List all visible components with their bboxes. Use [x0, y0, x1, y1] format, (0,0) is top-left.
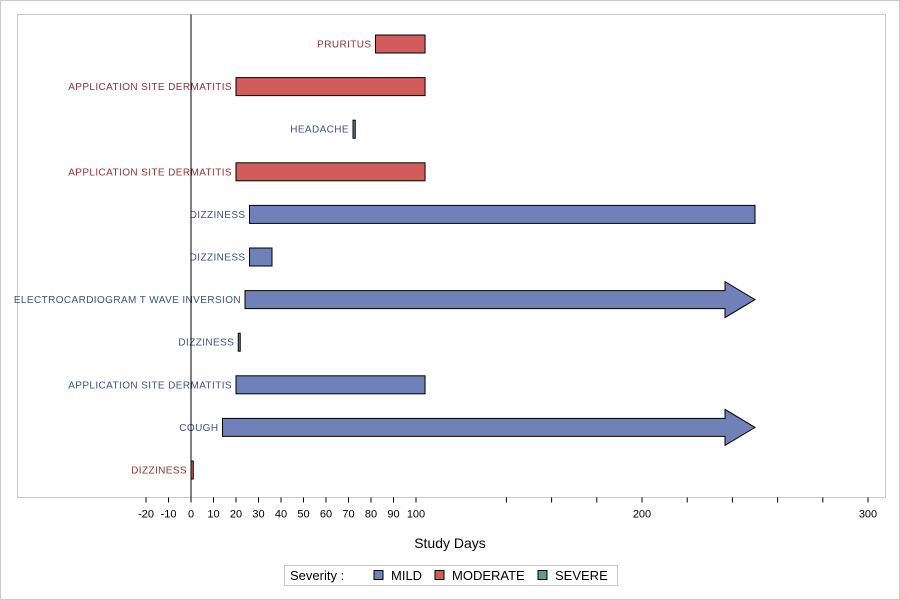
x-tick-label: 0 — [188, 509, 194, 521]
x-tick-label: 70 — [342, 509, 354, 521]
x-tick-label: 60 — [320, 509, 332, 521]
legend-item-label: SEVERE — [555, 568, 608, 583]
event-bar — [249, 247, 273, 267]
x-tick-label: 200 — [633, 509, 651, 521]
event-bar — [235, 375, 426, 395]
event-label: DIZZINESS — [131, 466, 187, 477]
legend-swatch — [434, 570, 445, 580]
event-bar — [237, 332, 241, 352]
legend-swatch — [373, 570, 384, 580]
x-axis-label: Study Days — [414, 535, 486, 551]
event-bar — [352, 119, 356, 139]
x-tick-label: 30 — [252, 509, 264, 521]
legend-item-label: MODERATE — [452, 568, 525, 583]
event-label: APPLICATION SITE DERMATITIS — [68, 167, 232, 178]
event-bar — [249, 204, 756, 224]
x-tick-label: -10 — [161, 509, 177, 521]
event-bar — [235, 162, 426, 182]
x-tick-label: 300 — [859, 509, 877, 521]
event-label: APPLICATION SITE DERMATITIS — [68, 82, 232, 93]
x-tick-label: -20 — [138, 509, 154, 521]
x-tick-label: 20 — [230, 509, 242, 521]
x-tick-label: 80 — [365, 509, 377, 521]
event-bar — [235, 77, 426, 97]
event-bars: PRURITUS APPLICATION SITE DERMATITIS HEADA… — [14, 34, 756, 480]
event-label: DIZZINESS — [178, 338, 234, 349]
x-tick-label: 40 — [275, 509, 287, 521]
event-bar — [375, 34, 426, 54]
event-label: COUGH — [179, 423, 218, 434]
legend-title: Severity : — [290, 568, 344, 583]
x-tick-label: 10 — [207, 509, 219, 521]
x-tick-label: 100 — [407, 509, 425, 521]
event-bar-ongoing — [244, 280, 756, 319]
legend-box — [284, 565, 618, 586]
event-label: ELECTROCARDIOGRAM T WAVE INVERSION — [14, 295, 241, 306]
event-label: DIZZINESS — [190, 210, 246, 221]
event-label: APPLICATION SITE DERMATITIS — [68, 380, 232, 391]
legend: Severity : MILD MODERATE SEVERE — [284, 565, 618, 586]
event-bar-ongoing — [222, 408, 756, 447]
event-label: HEADACHE — [290, 125, 349, 136]
event-label: PRURITUS — [317, 40, 371, 51]
legend-swatch — [537, 570, 548, 580]
plot-area — [17, 14, 886, 498]
x-tick-label: 50 — [297, 509, 309, 521]
event-label: DIZZINESS — [190, 253, 246, 264]
x-axis: -20 -10 0 10 20 30 40 50 60 70 80 90 100 200 300 — [138, 497, 877, 521]
legend-item-label: MILD — [391, 568, 422, 583]
x-tick-label: 90 — [387, 509, 399, 521]
